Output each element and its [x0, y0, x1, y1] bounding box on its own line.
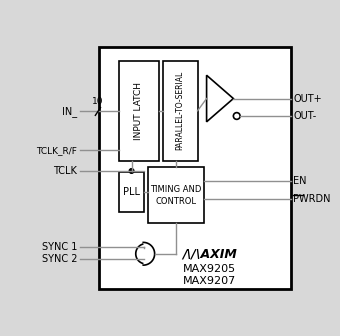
Text: /\/\AXIM: /\/\AXIM — [182, 247, 237, 260]
Text: OUT+: OUT+ — [293, 93, 322, 103]
Text: SYNC 2: SYNC 2 — [42, 254, 77, 264]
Text: MAX9205: MAX9205 — [183, 264, 236, 274]
Text: OUT-: OUT- — [293, 111, 317, 121]
Text: PARALLEL-TO-SERIAL: PARALLEL-TO-SERIAL — [175, 71, 185, 151]
Bar — [148, 167, 204, 223]
Text: SYNC 1: SYNC 1 — [42, 242, 77, 252]
Text: INPUT LATCH: INPUT LATCH — [134, 82, 143, 140]
Text: TCLK: TCLK — [53, 166, 77, 176]
Text: MAX9207: MAX9207 — [183, 277, 236, 287]
Text: 10: 10 — [92, 97, 104, 106]
Text: CONTROL: CONTROL — [156, 197, 197, 206]
Bar — [163, 61, 198, 161]
Bar — [119, 61, 159, 161]
Text: TIMING AND: TIMING AND — [151, 185, 202, 194]
Text: EN: EN — [293, 176, 307, 186]
Circle shape — [129, 169, 134, 173]
Bar — [99, 47, 291, 289]
Text: IN_: IN_ — [62, 106, 77, 117]
Text: TCLK_R/F: TCLK_R/F — [36, 146, 77, 155]
Bar — [119, 172, 144, 212]
Text: PLL: PLL — [123, 187, 140, 197]
Text: PWRDN: PWRDN — [293, 195, 331, 204]
